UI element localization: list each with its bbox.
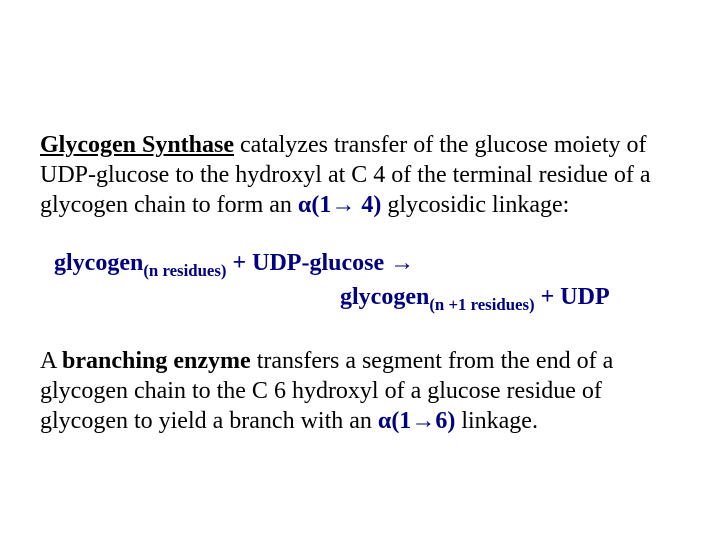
eq-sub-n: (n residues)	[143, 261, 226, 280]
slide-content: Glycogen Synthase catalyzes transfer of …	[0, 0, 720, 540]
para1-text-b: glycosidic linkage:	[381, 192, 569, 218]
alpha-symbol-1: α	[298, 192, 311, 218]
reaction-equation: glycogen(n residues) + UDP-glucose → gly…	[40, 248, 680, 316]
para2-text-a: A	[40, 348, 62, 374]
alpha-symbol-2: α	[378, 408, 391, 434]
para2-text-c: linkage.	[455, 408, 538, 434]
linkage-2-open: (1	[391, 408, 411, 434]
linkage-1-close: 4)	[355, 192, 381, 218]
term-glycogen-synthase: Glycogen Synthase	[40, 132, 234, 158]
eq-plus-udp: + UDP	[535, 284, 610, 310]
linkage-1-open: (1	[311, 192, 331, 218]
arrow-1to6: →	[411, 407, 435, 434]
eq-arrow: →	[390, 249, 414, 276]
eq-glycogen-2: glycogen	[340, 284, 429, 310]
equation-line-2: glycogen(n +1 residues) + UDP	[340, 282, 680, 316]
paragraph-1: Glycogen Synthase catalyzes transfer of …	[40, 130, 680, 220]
eq-plus-udpglucose: + UDP-glucose	[226, 250, 390, 276]
eq-sub-nplus1: (n +1 residues)	[429, 295, 534, 314]
linkage-2-close: 6)	[435, 408, 455, 434]
eq-glycogen-1: glycogen	[54, 250, 143, 276]
arrow-1to4: →	[331, 191, 355, 218]
equation-line-1: glycogen(n residues) + UDP-glucose →	[54, 248, 680, 282]
term-branching-enzyme: branching enzyme	[62, 348, 251, 374]
paragraph-2: A branching enzyme transfers a segment f…	[40, 346, 680, 436]
